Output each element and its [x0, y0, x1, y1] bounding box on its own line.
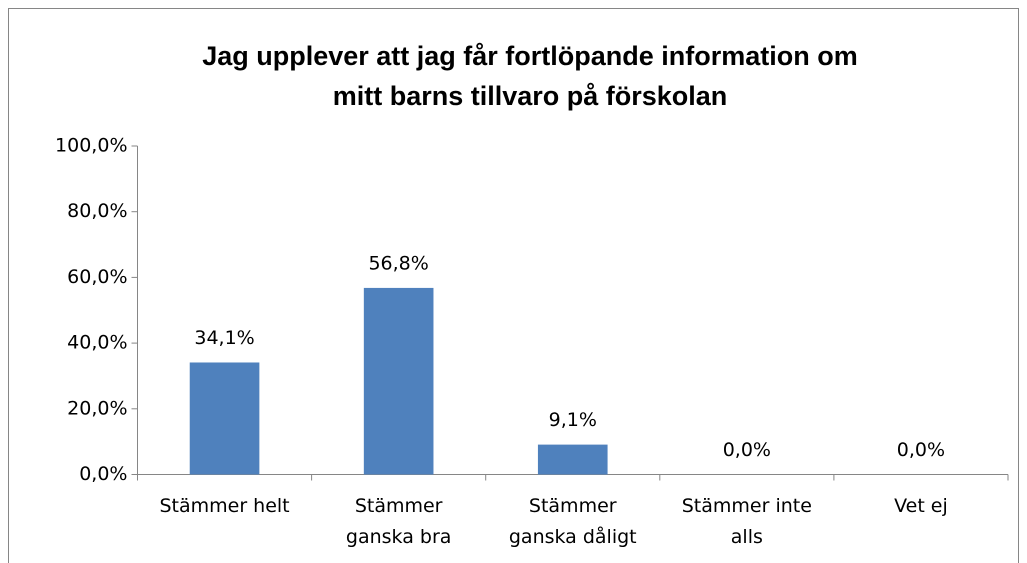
y-tick-label: 40,0%	[67, 332, 127, 354]
x-tick-label: Stämmer inte	[682, 495, 812, 517]
bar	[189, 362, 260, 475]
x-tick-label: Stämmer	[355, 495, 443, 517]
value-label: 56,8%	[368, 252, 428, 274]
x-tick-label: Stämmer	[529, 495, 617, 517]
y-tick-label: 0,0%	[79, 463, 127, 485]
x-tick-label: ganska dåligt	[509, 525, 637, 548]
value-label: 34,1%	[194, 327, 254, 349]
y-tick-label: 20,0%	[67, 397, 127, 419]
bar	[363, 287, 434, 475]
value-label: 0,0%	[897, 439, 945, 461]
x-tick-label: ganska bra	[346, 526, 452, 548]
y-tick-label: 80,0%	[67, 200, 127, 222]
x-tick-label: Stämmer helt	[159, 495, 289, 517]
y-tick-label: 60,0%	[67, 266, 127, 288]
chart-title: Jag upplever att jag får fortlöpande inf…	[202, 41, 858, 71]
chart-frame	[8, 8, 1019, 563]
chart-title: mitt barns tillvaro på förskolan	[333, 81, 728, 111]
x-tick-label: alls	[731, 526, 763, 548]
bar	[537, 444, 608, 475]
x-tick-label: Vet ej	[894, 495, 948, 517]
value-label: 0,0%	[723, 439, 771, 461]
y-tick-label: 100,0%	[55, 135, 127, 157]
value-label: 9,1%	[549, 409, 597, 431]
